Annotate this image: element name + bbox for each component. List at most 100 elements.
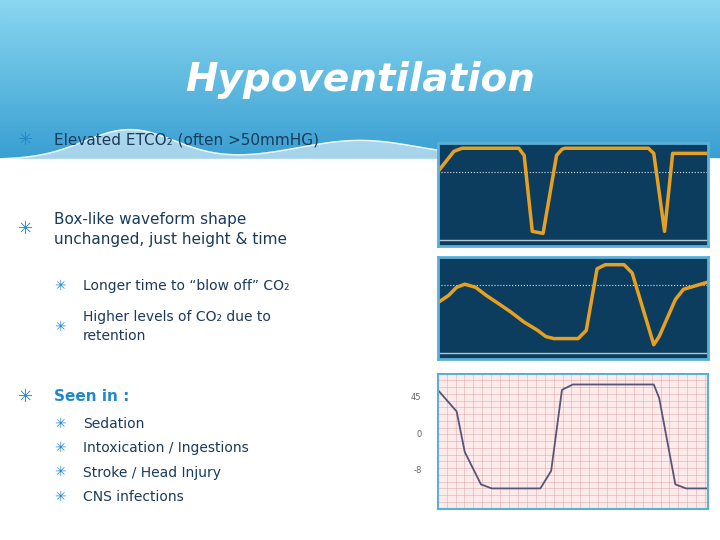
Bar: [0, 60, 720, 61]
Bar: [0, 138, 720, 139]
Bar: [0, 150, 720, 151]
Bar: [0, 92, 720, 93]
Bar: [0, 8, 720, 9]
Bar: [0, 158, 720, 159]
Text: 0: 0: [428, 234, 435, 245]
Bar: [0, 46, 720, 48]
Bar: [0, 49, 720, 50]
Bar: [0, 63, 720, 64]
Bar: [0, 82, 720, 84]
Bar: [0, 102, 720, 104]
Text: CNS infections: CNS infections: [83, 490, 184, 504]
Bar: [0, 143, 720, 145]
Bar: [0, 136, 720, 137]
Bar: [0, 14, 720, 15]
Text: Elevated ETCO₂ (often >50mmHG): Elevated ETCO₂ (often >50mmHG): [54, 133, 319, 148]
Text: ✳: ✳: [54, 417, 66, 431]
Text: Sedation: Sedation: [83, 417, 144, 431]
Bar: [0, 77, 720, 78]
Bar: [0, 38, 720, 40]
Bar: [0, 85, 720, 86]
Bar: [0, 29, 720, 31]
Text: ✳: ✳: [54, 441, 66, 455]
Bar: [0, 48, 720, 49]
Text: Seen in :: Seen in :: [54, 389, 130, 404]
Text: 0: 0: [428, 348, 435, 358]
Bar: [0, 6, 720, 8]
Bar: [0, 61, 720, 63]
Bar: [0, 18, 720, 20]
Text: ✳: ✳: [54, 320, 66, 334]
Bar: [0, 41, 720, 43]
Bar: [0, 16, 720, 17]
Bar: [0, 33, 720, 35]
Bar: [0, 20, 720, 21]
Bar: [0, 137, 720, 138]
Bar: [0, 36, 720, 37]
Bar: [0, 93, 720, 94]
Bar: [0, 159, 720, 540]
Bar: [0, 104, 720, 105]
Bar: [0, 84, 720, 85]
Bar: [0, 24, 720, 25]
Bar: [0, 109, 720, 110]
Text: 45: 45: [411, 394, 422, 402]
Bar: [0, 21, 720, 23]
Bar: [0, 66, 720, 68]
Bar: [0, 99, 720, 101]
Bar: [0, 0, 720, 1]
Bar: [0, 157, 720, 158]
Text: Higher levels of CO₂ due to
retention: Higher levels of CO₂ due to retention: [83, 310, 271, 343]
Text: ✳: ✳: [54, 490, 66, 504]
Bar: [0, 43, 720, 44]
Bar: [0, 130, 720, 131]
Bar: [0, 145, 720, 146]
Bar: [0, 79, 720, 81]
Bar: [0, 52, 720, 53]
Bar: [0, 101, 720, 102]
Bar: [0, 105, 720, 106]
Bar: [0, 65, 720, 66]
Bar: [0, 110, 720, 111]
Text: Intoxication / Ingestions: Intoxication / Ingestions: [83, 441, 248, 455]
Text: ✳: ✳: [18, 131, 33, 150]
Text: 0: 0: [416, 430, 422, 439]
Bar: [0, 146, 720, 147]
Bar: [0, 72, 720, 73]
Bar: [0, 154, 720, 156]
Text: -8: -8: [413, 467, 422, 475]
Bar: [0, 124, 720, 125]
Bar: [0, 44, 720, 45]
Bar: [0, 97, 720, 98]
Text: ✳: ✳: [18, 388, 33, 406]
Bar: [0, 15, 720, 16]
Bar: [0, 9, 720, 11]
Bar: [0, 23, 720, 24]
Bar: [0, 45, 720, 46]
Bar: [0, 31, 720, 32]
Bar: [0, 58, 720, 60]
Bar: [0, 147, 720, 149]
Bar: [0, 127, 720, 129]
Bar: [0, 75, 720, 76]
Bar: [0, 40, 720, 41]
Text: ✳: ✳: [18, 220, 33, 239]
Text: 45: 45: [422, 280, 435, 290]
Bar: [0, 70, 720, 72]
Bar: [0, 118, 720, 119]
Text: Longer time to “blow off” CO₂: Longer time to “blow off” CO₂: [83, 279, 289, 293]
Bar: [0, 129, 720, 130]
Bar: [0, 153, 720, 154]
Bar: [0, 142, 720, 143]
Bar: [0, 122, 720, 124]
Bar: [0, 4, 720, 5]
Bar: [0, 107, 720, 109]
Bar: [0, 12, 720, 14]
Bar: [0, 69, 720, 70]
Bar: [0, 117, 720, 118]
Bar: [0, 148, 720, 150]
Bar: [0, 116, 720, 117]
Bar: [0, 89, 720, 90]
Bar: [0, 125, 720, 126]
Bar: [0, 119, 720, 121]
